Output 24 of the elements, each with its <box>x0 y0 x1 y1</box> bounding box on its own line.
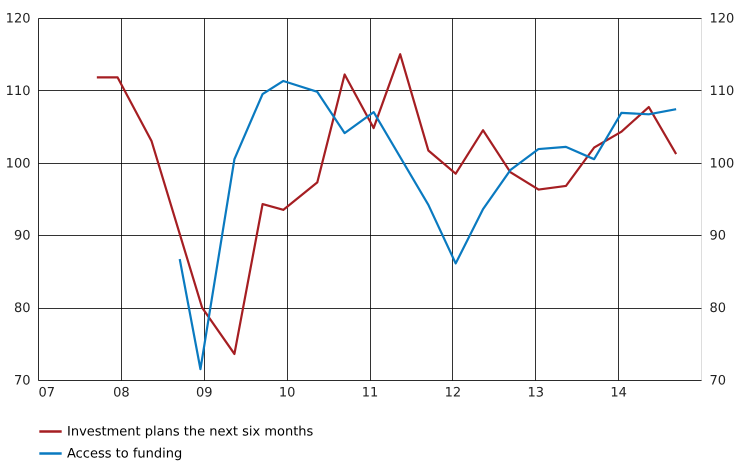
x-tick-label: 13 <box>527 386 544 400</box>
y-tick-label: 90 <box>14 228 30 244</box>
x-tick-label: 12 <box>444 386 462 400</box>
y2-tick-label: 70 <box>710 374 726 388</box>
x-tick-label: 14 <box>610 386 627 400</box>
y-tick-label: 120 <box>6 12 30 26</box>
y2-tick-label: 90 <box>710 228 726 244</box>
y-tick-label: 70 <box>14 374 30 388</box>
x-tick-label: 08 <box>113 386 130 400</box>
y2-tick-label: 110 <box>710 84 734 99</box>
y2-tick-label: 120 <box>710 12 734 26</box>
x-tick-label: 07 <box>38 386 56 400</box>
y2-tick-label: 80 <box>710 301 726 316</box>
line-series <box>96 53 678 356</box>
x-tick-label: 11 <box>362 386 378 400</box>
line-series <box>178 80 678 370</box>
y-tick-label: 110 <box>6 84 30 99</box>
x-tick-label: 09 <box>196 386 213 400</box>
legend-label: Investment plans the next six months <box>67 424 314 440</box>
y2-tick-label: 100 <box>710 156 734 172</box>
x-tick-label: 10 <box>278 386 296 400</box>
y-tick-label: 80 <box>14 301 30 316</box>
legend-label: Access to funding <box>67 446 182 462</box>
y-tick-label: 100 <box>6 156 30 172</box>
